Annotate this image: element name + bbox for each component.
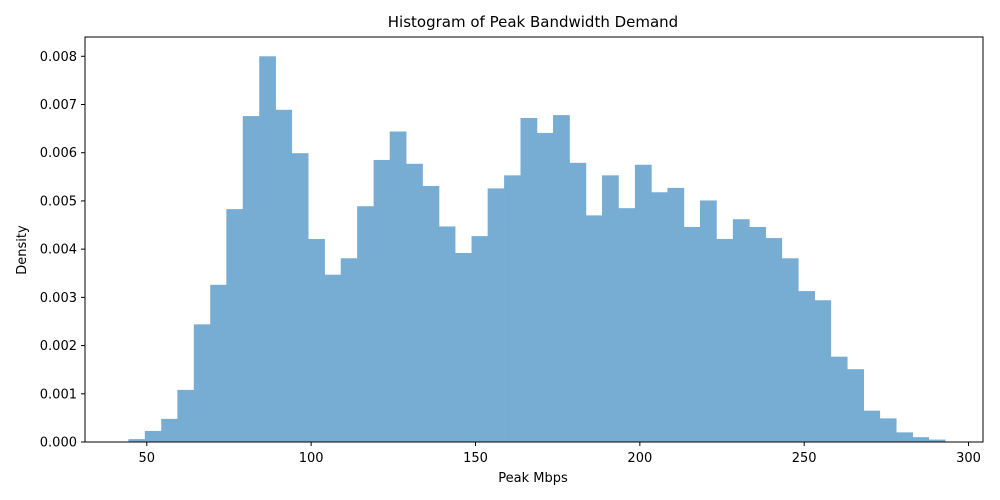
histogram-bar [732,219,750,442]
histogram-bar [373,159,391,442]
histogram-bar [455,253,472,442]
y-tick-label: 0.003 [40,291,77,306]
histogram-bar [699,200,717,442]
histogram-bar [259,56,276,442]
histogram-bar [553,115,570,443]
histogram-bar [667,187,685,442]
y-axis-label: Density [15,225,30,275]
histogram-bar [487,188,505,442]
histogram-bar [308,239,325,442]
histogram-bar [781,258,799,442]
y-tick-label: 0.006 [40,146,77,161]
bars-group [128,56,946,443]
y-tick-label: 0.004 [40,243,77,258]
y-tick-label: 0.007 [40,98,77,113]
histogram-bar [765,238,783,442]
histogram-bar [291,153,309,442]
x-tick-label: 150 [463,451,488,466]
histogram-bar [504,175,521,442]
histogram-bar [602,175,619,442]
x-axis-label: Peak Mbps [498,471,568,486]
y-tick-label: 0.001 [40,387,77,402]
y-tick-label: 0.000 [40,436,77,451]
histogram-bar [912,437,930,442]
histogram-bar [438,226,456,442]
chart-title: Histogram of Peak Bandwidth Demand [388,13,678,31]
histogram-bar [128,439,146,442]
histogram-bar [651,192,668,442]
histogram-bar [406,163,423,443]
histogram-bar [634,164,652,442]
histogram-bar [847,369,864,442]
y-axis-ticks: 0.000 0.001 0.002 0.003 0.004 0.005 0.006 0.007… [40,50,85,451]
y-tick-label: 0.002 [40,339,77,354]
x-tick-label: 300 [956,451,981,466]
y-tick-label: 0.008 [40,50,77,65]
histogram-bar [193,324,211,442]
histogram-bar [585,215,603,442]
histogram-bar [716,239,734,442]
histogram-bar [569,162,587,442]
histogram-bar [896,432,913,442]
x-axis-ticks: 50 100 150 200 250 300 [139,442,981,466]
histogram-bar [520,118,538,442]
histogram-bar [879,418,897,443]
x-tick-label: 50 [139,451,156,466]
histogram-bar [340,258,358,442]
histogram-bar [536,132,554,442]
histogram-bar [814,300,832,442]
histogram-bar [210,284,227,442]
x-tick-label: 100 [299,451,324,466]
histogram-bar [226,209,244,442]
histogram-bar [324,274,342,442]
histogram-bar [242,116,260,442]
histogram-bar [798,291,816,442]
histogram-bar [830,356,848,442]
histogram-bar [177,389,195,442]
histogram-bar [928,439,946,442]
histogram-bar [389,131,407,442]
plot-area-frame [84,36,984,443]
histogram-bar [422,185,440,443]
histogram-bar [863,410,881,442]
histogram-bar [749,226,767,442]
histogram-bar [683,226,701,442]
y-tick-label: 0.005 [40,194,77,209]
histogram-bar [618,208,636,442]
x-tick-label: 200 [627,451,652,466]
histogram-bar [357,206,374,442]
x-tick-label: 250 [792,451,817,466]
histogram-bar [471,236,489,442]
histogram-bar [161,418,178,442]
histogram-bar [275,109,293,443]
histogram-bar [144,430,162,442]
